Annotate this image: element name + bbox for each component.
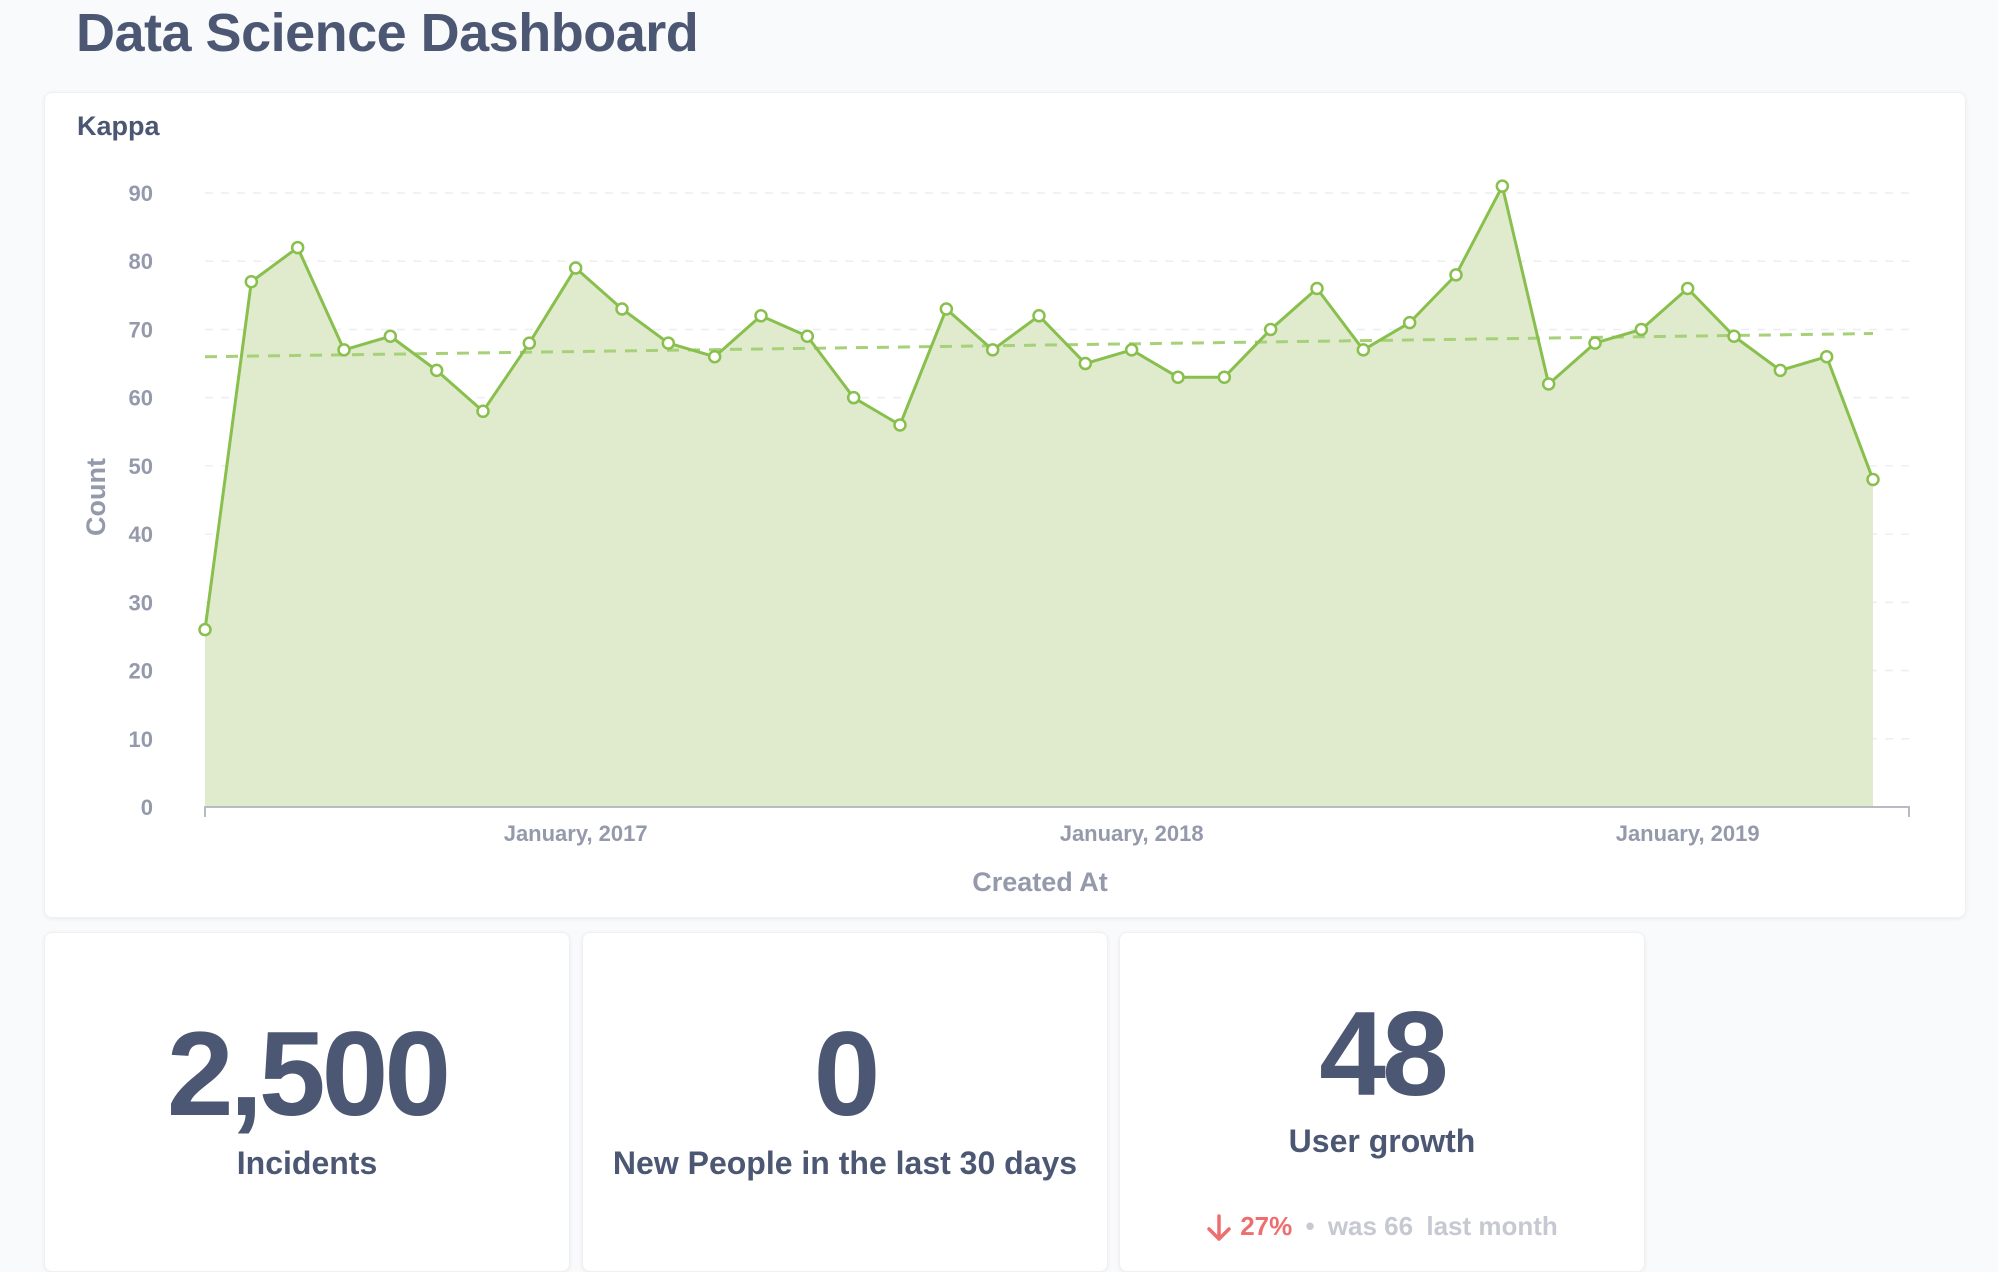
- data-point[interactable]: [1680, 281, 1695, 296]
- data-point[interactable]: [1634, 322, 1649, 337]
- data-point[interactable]: [1866, 472, 1880, 487]
- trend-period: last month: [1426, 1211, 1558, 1241]
- scalar-card-incidents: 2,500 Incidents: [44, 932, 570, 1272]
- data-point[interactable]: [615, 302, 629, 316]
- chart-card-title[interactable]: Kappa: [77, 111, 160, 141]
- y-tick-label: 90: [129, 181, 153, 206]
- area-fill: [205, 186, 1873, 807]
- data-point[interactable]: [1449, 268, 1463, 282]
- y-tick-label: 70: [129, 317, 153, 342]
- chart-data-points: [198, 179, 1880, 637]
- data-point[interactable]: [1588, 336, 1602, 350]
- data-point[interactable]: [1217, 370, 1232, 384]
- data-point[interactable]: [476, 404, 490, 419]
- data-point[interactable]: [1495, 179, 1510, 193]
- x-tick-label: January, 2018: [1060, 821, 1204, 846]
- y-tick-label: 0: [141, 795, 153, 820]
- trend-previous-value: was 66: [1327, 1211, 1414, 1241]
- data-point[interactable]: [429, 363, 444, 378]
- x-tick-label: January, 2017: [504, 821, 648, 846]
- trend-comparison: 27% • was 66 last month: [1120, 1211, 1644, 1242]
- data-point[interactable]: [1819, 349, 1834, 364]
- data-point[interactable]: [244, 274, 259, 289]
- data-point[interactable]: [800, 329, 815, 344]
- data-point[interactable]: [661, 336, 676, 350]
- data-point[interactable]: [568, 261, 583, 275]
- scalar-card-user-growth: 48 User growth 27% • was 66 last month: [1119, 932, 1645, 1272]
- data-point[interactable]: [337, 343, 351, 357]
- y-tick-label: 80: [129, 249, 153, 274]
- data-point[interactable]: [1356, 343, 1371, 357]
- scalar-title[interactable]: Incidents: [236, 1145, 378, 1181]
- y-tick-label: 20: [129, 659, 153, 684]
- data-point[interactable]: [1727, 329, 1741, 344]
- chart-area-fill: [205, 186, 1873, 807]
- data-point[interactable]: [1171, 370, 1185, 384]
- x-tick-label: January, 2019: [1616, 821, 1760, 846]
- chart-y-axis-title: Count: [81, 458, 111, 536]
- page-title: Data Science Dashboard: [76, 3, 699, 63]
- data-point[interactable]: [985, 343, 1000, 357]
- data-point[interactable]: [198, 622, 212, 637]
- data-point[interactable]: [707, 349, 722, 364]
- data-point[interactable]: [522, 336, 537, 350]
- scalar-value[interactable]: 2,500: [166, 1007, 451, 1141]
- chart-card-kappa: Kappa 0 10 20 30 40 50 60 70 80 90 January, 2017 J…: [44, 92, 1966, 918]
- data-point[interactable]: [1310, 281, 1324, 296]
- y-tick-label: 40: [129, 522, 153, 547]
- down-arrow-icon: [1207, 1214, 1231, 1241]
- scalar-title[interactable]: User growth: [1288, 1123, 1476, 1159]
- trend-percent: 27%: [1240, 1211, 1293, 1241]
- y-tick-label: 50: [129, 454, 153, 479]
- data-point[interactable]: [846, 390, 861, 405]
- data-point[interactable]: [1263, 322, 1278, 337]
- data-point[interactable]: [1032, 309, 1046, 323]
- data-point[interactable]: [754, 309, 768, 323]
- chart-x-ticks: January, 2017 January, 2018 January, 2019: [504, 821, 1760, 846]
- y-tick-label: 60: [129, 386, 153, 411]
- chart-x-axis-title: Created At: [972, 867, 1108, 897]
- data-point[interactable]: [290, 240, 305, 255]
- x-axis-line: [204, 806, 1910, 817]
- chart-y-ticks: 0 10 20 30 40 50 60 70 80 90: [129, 181, 153, 820]
- chart-axes: [204, 806, 1910, 817]
- trend-change: 27%: [1206, 1211, 1299, 1241]
- y-tick-label: 10: [129, 727, 153, 752]
- scalar-value[interactable]: 48: [1319, 987, 1448, 1121]
- scalar-value[interactable]: 0: [813, 1007, 881, 1141]
- data-point[interactable]: [1773, 363, 1788, 378]
- data-point[interactable]: [893, 418, 907, 432]
- data-point[interactable]: [939, 302, 954, 316]
- data-point[interactable]: [1541, 377, 1556, 391]
- data-point[interactable]: [1402, 315, 1417, 330]
- trend-separator: •: [1305, 1211, 1315, 1241]
- data-point[interactable]: [1078, 356, 1093, 371]
- scalar-title[interactable]: New People in the last 30 days: [612, 1145, 1078, 1181]
- data-point[interactable]: [1124, 343, 1139, 357]
- data-point[interactable]: [383, 329, 398, 344]
- y-tick-label: 30: [129, 590, 153, 615]
- scalar-card-new-people: 0 New People in the last 30 days: [582, 932, 1108, 1272]
